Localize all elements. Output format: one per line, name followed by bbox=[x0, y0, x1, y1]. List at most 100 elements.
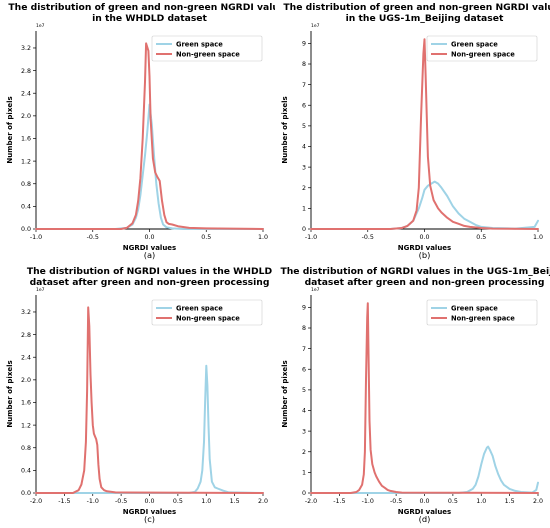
y-tick-label: 0.8 bbox=[21, 181, 31, 188]
x-tick-label: -0.5 bbox=[390, 498, 402, 505]
x-tick-label: -2.0 bbox=[30, 498, 42, 505]
legend-box bbox=[151, 299, 263, 326]
legend-non-green-space-label: Non-green space bbox=[176, 50, 240, 58]
y-tick-label: 2 bbox=[302, 449, 306, 456]
y-exponent-label: 1e7 bbox=[311, 287, 320, 293]
legend-green-space-label: Green space bbox=[451, 40, 498, 48]
y-tick-label: 2.8 bbox=[21, 68, 31, 75]
y-tick-label: 2.8 bbox=[21, 332, 31, 339]
panel-caption: (a) bbox=[144, 250, 156, 260]
x-tick-label: 1.0 bbox=[476, 498, 486, 505]
x-tick-label: -2.0 bbox=[305, 498, 317, 505]
chart-title-line: dataset after green and non-green proces… bbox=[30, 277, 270, 288]
x-tick-label: 0.0 bbox=[419, 234, 429, 241]
non-green-space-series-line bbox=[310, 38, 539, 230]
x-tick-label: 1.0 bbox=[258, 234, 268, 241]
y-axis-label: Number of pixels bbox=[281, 96, 289, 163]
chart-panel-c: The distribution of NGRDI values in the … bbox=[0, 264, 275, 528]
y-tick-label: 9 bbox=[302, 305, 306, 312]
chart-panel-a: The distribution of green and non-green … bbox=[0, 0, 275, 264]
y-tick-label: 3 bbox=[302, 164, 306, 171]
green-space-series-line bbox=[35, 364, 264, 494]
chart-title-line: The distribution of NGRDI values in the … bbox=[280, 266, 550, 277]
x-tick-label: -1.0 bbox=[362, 498, 374, 505]
y-tick-label: 0 bbox=[302, 490, 306, 497]
legend-non-green-space-label: Non-green space bbox=[451, 50, 515, 58]
y-tick-label: 0.8 bbox=[21, 445, 31, 452]
legend-box bbox=[151, 35, 263, 62]
x-tick-label: 1.5 bbox=[505, 498, 515, 505]
y-tick-label: 4 bbox=[302, 144, 306, 151]
y-tick-label: 2 bbox=[302, 185, 306, 192]
x-tick-label: 0.0 bbox=[419, 498, 429, 505]
x-tick-label: 0.5 bbox=[448, 498, 458, 505]
x-tick-label: 0.5 bbox=[476, 234, 486, 241]
y-tick-label: 2.0 bbox=[21, 377, 31, 384]
y-axis-label: Number of pixels bbox=[6, 96, 14, 163]
y-exponent-label: 1e7 bbox=[36, 23, 45, 29]
y-tick-label: 3.2 bbox=[21, 309, 31, 316]
panel-caption: (c) bbox=[144, 514, 155, 524]
y-tick-label: 8 bbox=[302, 325, 306, 332]
y-tick-label: 0 bbox=[302, 226, 306, 233]
y-tick-label: 2.4 bbox=[21, 354, 31, 361]
x-tick-label: 2.0 bbox=[258, 498, 268, 505]
y-tick-label: 1.2 bbox=[21, 158, 31, 165]
x-tick-label: -1.5 bbox=[333, 498, 345, 505]
x-tick-label: 1.0 bbox=[533, 234, 543, 241]
chart-svg: The distribution of green and non-green … bbox=[6, 2, 275, 260]
y-tick-label: 9 bbox=[302, 41, 306, 48]
y-axis-label: Number of pixels bbox=[6, 360, 14, 427]
chart-panel-d: The distribution of NGRDI values in the … bbox=[275, 264, 550, 528]
x-tick-label: -0.5 bbox=[87, 234, 99, 241]
chart-title-line: The distribution of green and non-green … bbox=[283, 2, 550, 13]
panel-caption: (b) bbox=[419, 250, 431, 260]
x-tick-label: 1.5 bbox=[230, 498, 240, 505]
y-axis-label: Number of pixels bbox=[281, 360, 289, 427]
y-tick-label: 1.6 bbox=[21, 136, 31, 143]
panel-caption: (d) bbox=[419, 514, 431, 524]
legend-non-green-space-label: Non-green space bbox=[176, 314, 240, 322]
chart-title-line: in the WHDLD dataset bbox=[92, 13, 207, 24]
x-tick-label: 1.0 bbox=[201, 498, 211, 505]
legend-box bbox=[426, 35, 538, 62]
chart-panel-b: The distribution of green and non-green … bbox=[275, 0, 550, 264]
y-tick-label: 8 bbox=[302, 61, 306, 68]
y-tick-label: 7 bbox=[302, 82, 306, 89]
y-tick-label: 1 bbox=[302, 470, 306, 477]
y-exponent-label: 1e7 bbox=[36, 287, 45, 293]
y-tick-label: 1 bbox=[302, 206, 306, 213]
non-green-space-series-line bbox=[35, 42, 264, 230]
x-tick-label: -1.0 bbox=[87, 498, 99, 505]
x-tick-label: -1.0 bbox=[305, 234, 317, 241]
chart-title-line: in the UGS-1m_Beijing dataset bbox=[346, 13, 504, 24]
x-tick-label: 0.0 bbox=[144, 498, 154, 505]
non-green-space-series-line bbox=[310, 302, 539, 494]
legend-green-space-label: Green space bbox=[176, 40, 223, 48]
non-green-space-series-line bbox=[35, 306, 264, 494]
chart-svg: The distribution of NGRDI values in the … bbox=[280, 266, 550, 524]
y-tick-label: 2.0 bbox=[21, 113, 31, 120]
y-tick-label: 0.0 bbox=[21, 490, 31, 497]
y-exponent-label: 1e7 bbox=[311, 23, 320, 29]
x-axis-label: NGRDI values bbox=[123, 508, 176, 516]
x-axis-label: NGRDI values bbox=[398, 244, 451, 252]
chart-title-line: The distribution of NGRDI values in the … bbox=[27, 266, 273, 277]
legend-green-space-label: Green space bbox=[451, 304, 498, 312]
y-tick-label: 5 bbox=[302, 387, 306, 394]
legend-box bbox=[426, 299, 538, 326]
y-tick-label: 2.4 bbox=[21, 90, 31, 97]
chart-svg: The distribution of green and non-green … bbox=[281, 2, 550, 260]
legend-non-green-space-label: Non-green space bbox=[451, 314, 515, 322]
x-axis-label: NGRDI values bbox=[123, 244, 176, 252]
y-tick-label: 3.2 bbox=[21, 45, 31, 52]
chart-svg: The distribution of NGRDI values in the … bbox=[6, 266, 273, 524]
y-tick-label: 0.4 bbox=[21, 204, 31, 211]
x-tick-label: 0.0 bbox=[144, 234, 154, 241]
x-tick-label: 2.0 bbox=[533, 498, 543, 505]
legend-green-space-label: Green space bbox=[176, 304, 223, 312]
chart-title-line: The distribution of green and non-green … bbox=[8, 2, 275, 13]
green-space-series-line bbox=[35, 103, 264, 230]
x-tick-label: -0.5 bbox=[115, 498, 127, 505]
x-tick-label: -1.0 bbox=[30, 234, 42, 241]
